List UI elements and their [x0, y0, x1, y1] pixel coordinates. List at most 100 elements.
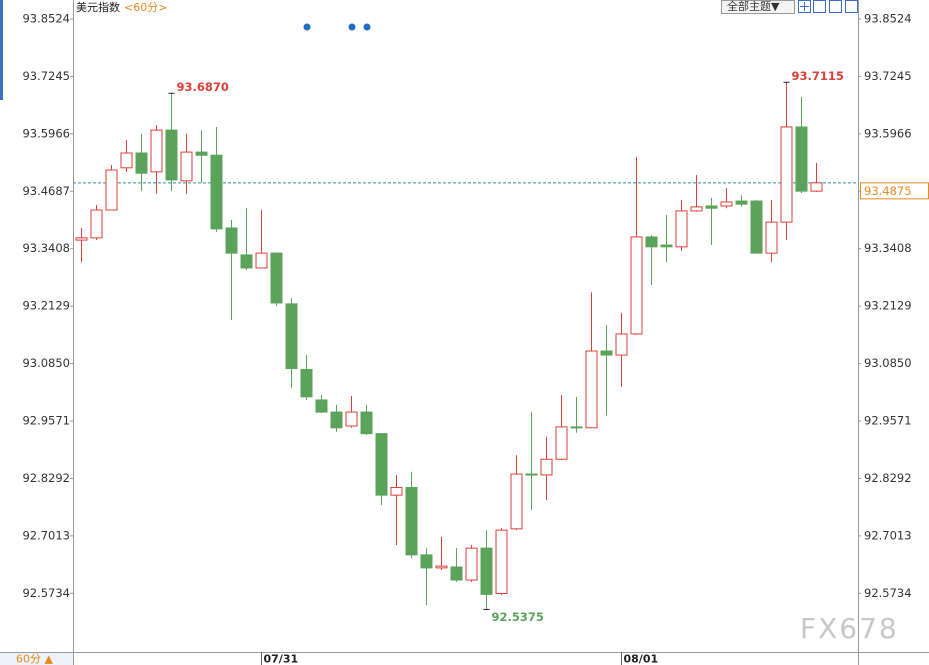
candle	[255, 210, 268, 269]
extreme-label: 93.6870	[177, 80, 229, 94]
candle	[480, 530, 493, 610]
side-marker	[0, 0, 3, 100]
theme-menu[interactable]: 全部主题▼	[727, 0, 780, 13]
candle-body	[165, 129, 178, 181]
candle-body	[420, 554, 433, 569]
y-tick-label: 93.7245	[22, 69, 70, 83]
icon-layout[interactable]	[829, 0, 842, 13]
candle	[240, 208, 253, 271]
event-dot[interactable]	[303, 23, 311, 31]
icon-indicator[interactable]	[813, 0, 826, 13]
candle-body	[315, 399, 328, 413]
y-tick-label: 93.4687	[22, 184, 70, 198]
y-tick-label: 93.0850	[22, 356, 70, 370]
candle	[750, 200, 763, 254]
icon-compare[interactable]	[845, 0, 858, 13]
y-tick-label-right: 92.5734	[864, 586, 912, 600]
y-tick-label-right: 93.0850	[864, 356, 912, 370]
candle-body	[780, 126, 793, 223]
candle	[210, 126, 223, 233]
candle-body	[675, 210, 688, 248]
candle	[150, 125, 163, 194]
candle	[435, 536, 448, 571]
candle-body	[360, 411, 373, 435]
candle-body	[525, 473, 538, 476]
candle	[165, 93, 178, 192]
period-label[interactable]: <60分>	[124, 1, 167, 14]
candle-body	[690, 206, 703, 212]
candle	[375, 433, 388, 506]
candle-body	[720, 201, 733, 207]
candle-body	[795, 126, 808, 192]
candle	[795, 96, 808, 193]
candle	[390, 474, 403, 545]
candle-body	[735, 200, 748, 205]
candle-body	[435, 565, 448, 569]
candle	[600, 324, 613, 416]
candle-body	[495, 529, 508, 594]
candle	[690, 174, 703, 212]
candle	[555, 395, 568, 461]
event-dot[interactable]	[363, 23, 371, 31]
candle	[225, 219, 238, 321]
candle	[630, 157, 643, 335]
candle-body	[555, 426, 568, 460]
candle	[720, 188, 733, 209]
candle	[570, 396, 583, 433]
y-tick-label: 93.3408	[22, 241, 70, 255]
icon-zoom[interactable]	[798, 0, 811, 13]
candle-body	[150, 129, 163, 173]
candle	[270, 252, 283, 307]
candle-body	[390, 487, 403, 496]
candle	[135, 133, 148, 192]
y-tick-label-right: 93.8524	[864, 11, 912, 25]
candle-body	[645, 236, 658, 248]
x-tick-label: 08/01	[624, 653, 659, 665]
candle-body	[765, 221, 778, 254]
candle	[195, 130, 208, 183]
candle-body	[120, 152, 133, 169]
candle-body	[405, 487, 418, 556]
candle-body	[210, 154, 223, 230]
candle	[420, 548, 433, 606]
candle	[660, 214, 673, 263]
candle-body	[705, 205, 718, 209]
candle	[330, 404, 343, 432]
candle-body	[135, 152, 148, 174]
period-button[interactable]: 60分 ▲	[16, 653, 53, 665]
candle	[345, 395, 358, 428]
candle-body	[510, 473, 523, 530]
toolbar-icons	[798, 0, 858, 13]
candle-body	[480, 547, 493, 595]
candle	[540, 436, 553, 501]
candle-body	[240, 254, 253, 269]
y-tick-label-right: 92.8292	[864, 471, 912, 485]
candle-body	[195, 151, 208, 156]
candle-body	[180, 151, 193, 182]
candle-body	[600, 350, 613, 356]
candle-body	[75, 237, 88, 241]
candle	[300, 355, 313, 400]
y-tick-label: 92.9571	[22, 414, 70, 428]
candle	[525, 412, 538, 510]
candle	[315, 395, 328, 413]
event-dot[interactable]	[348, 23, 356, 31]
candle-body	[465, 547, 478, 581]
y-tick-label-right: 93.3408	[864, 241, 912, 255]
y-tick-label: 92.8292	[22, 471, 70, 485]
candle-body	[330, 411, 343, 429]
y-tick-label: 93.8524	[22, 11, 70, 25]
candle-body	[90, 209, 103, 239]
candle	[450, 548, 463, 582]
watermark: FX678	[800, 612, 899, 645]
theme-menu-box[interactable]	[721, 0, 795, 14]
candle	[465, 544, 478, 582]
candle	[615, 312, 628, 387]
candle	[405, 471, 418, 559]
candle	[285, 298, 298, 388]
period-button-box[interactable]	[0, 653, 73, 665]
candle-body	[570, 426, 583, 429]
candle	[705, 197, 718, 246]
candle-body	[255, 252, 268, 269]
